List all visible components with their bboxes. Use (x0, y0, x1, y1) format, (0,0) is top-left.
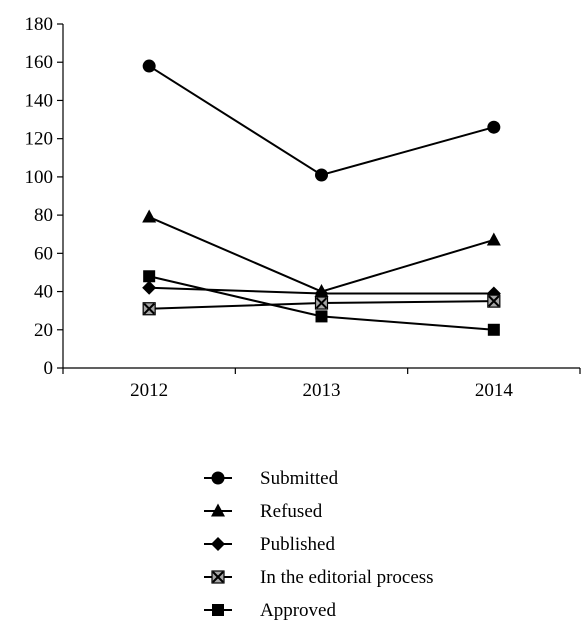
series-approved (143, 270, 500, 336)
legend-item-refused: Refused (204, 501, 323, 522)
legend-marker-refused (211, 503, 225, 517)
point-published-2012 (142, 280, 157, 295)
y-tick-label-120: 120 (25, 129, 54, 150)
series-line-submitted (148, 65, 495, 177)
legend-marker-published (211, 537, 225, 551)
point-in-the-editorial-process-2014-cross-b (488, 295, 500, 307)
point-approved-2014 (487, 323, 500, 336)
axes (62, 24, 580, 369)
x-tick-label-2014: 2014 (475, 380, 514, 401)
legend-marker-approved (212, 604, 224, 616)
legend-label-submitted: Submitted (260, 468, 339, 489)
point-approved-2013-square (315, 310, 328, 323)
point-in-the-editorial-process-2012 (142, 302, 156, 316)
point-submitted-2013-circle (315, 168, 328, 182)
point-refused-2012-triangle (142, 209, 157, 223)
legend-item-published: Published (204, 534, 335, 555)
x-tick-label-2013: 2013 (303, 380, 341, 401)
legend-marker-in-the-editorial-process-cross-b (212, 571, 224, 583)
point-in-the-editorial-process-2012-cross-b (143, 303, 155, 315)
legend-marker-submitted (211, 471, 225, 485)
y-tick-label-60: 60 (34, 243, 53, 264)
legend-marker-approved-square (212, 604, 224, 616)
point-submitted-2012-circle (142, 59, 156, 73)
point-refused-2014 (486, 232, 501, 246)
point-submitted-2012 (142, 59, 156, 73)
legend-label-in-the-editorial-process: In the editorial process (260, 567, 434, 588)
y-tick-label-140: 140 (25, 90, 54, 111)
series-refused (142, 209, 501, 298)
legend-item-approved: Approved (204, 600, 336, 621)
y-tick-label-180: 180 (25, 14, 54, 35)
legend-marker-in-the-editorial-process (211, 570, 225, 584)
point-submitted-2014-circle (487, 120, 501, 134)
x-tick-label-2012: 2012 (130, 380, 168, 401)
point-in-the-editorial-process-2013 (314, 296, 329, 310)
legend-item-submitted: Submitted (204, 468, 339, 489)
point-refused-2014-triangle (486, 232, 501, 246)
x-ticks: 2012 2013 2014 (62, 368, 581, 401)
point-in-the-editorial-process-2013-cross-b (315, 297, 328, 309)
point-approved-2012 (143, 270, 156, 283)
point-approved-2014-square (487, 323, 500, 336)
series-layer (142, 59, 501, 336)
y-tick-label-40: 40 (34, 282, 53, 303)
legend-marker-published-diamond (211, 537, 225, 551)
legend-label-published: Published (260, 534, 335, 555)
legend-marker-refused-triangle (211, 503, 225, 517)
series-in-the-editorial-process (142, 294, 501, 316)
y-tick-label-100: 100 (25, 167, 54, 188)
point-published-2012-diamond (142, 280, 157, 295)
y-tick-label-0: 0 (44, 358, 54, 379)
y-tick-label-20: 20 (34, 320, 53, 341)
point-in-the-editorial-process-2014 (487, 294, 501, 308)
legend-marker-submitted-circle (211, 471, 225, 485)
point-submitted-2014 (487, 120, 501, 134)
point-submitted-2013 (315, 168, 328, 182)
point-approved-2012-square (143, 270, 156, 283)
point-refused-2012 (142, 209, 157, 223)
series-submitted (142, 59, 501, 182)
legend: Submitted Refused Published In the editoria… (204, 468, 434, 621)
series-line-refused (148, 216, 495, 293)
y-tick-label-80: 80 (34, 205, 53, 226)
legend-item-in-the-editorial-process: In the editorial process (204, 567, 434, 588)
legend-label-refused: Refused (260, 501, 323, 522)
legend-label-approved: Approved (260, 600, 336, 621)
y-ticks: 0 20 40 60 80 100 120 140 160 180 (25, 14, 63, 379)
point-approved-2013 (315, 310, 328, 323)
y-tick-label-160: 160 (25, 52, 54, 73)
